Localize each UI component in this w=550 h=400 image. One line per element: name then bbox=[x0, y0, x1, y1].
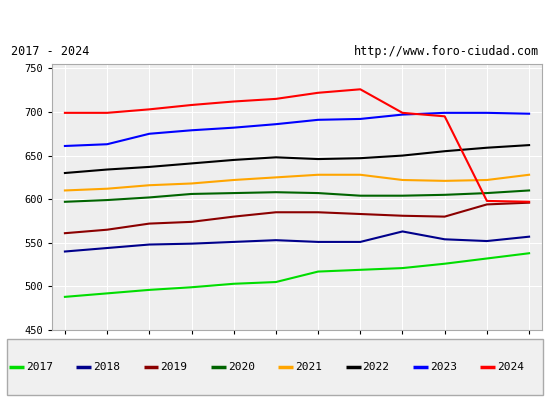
Text: 2019: 2019 bbox=[161, 362, 188, 372]
Text: 2022: 2022 bbox=[362, 362, 389, 372]
Text: 2017 - 2024: 2017 - 2024 bbox=[11, 45, 89, 58]
FancyBboxPatch shape bbox=[7, 339, 543, 395]
Text: 2017: 2017 bbox=[26, 362, 53, 372]
Text: 2021: 2021 bbox=[295, 362, 322, 372]
Text: http://www.foro-ciudad.com: http://www.foro-ciudad.com bbox=[354, 45, 539, 58]
Text: Evolucion num de emigrantes en Calafell: Evolucion num de emigrantes en Calafell bbox=[80, 12, 470, 30]
Text: 2020: 2020 bbox=[228, 362, 255, 372]
Text: 2023: 2023 bbox=[430, 362, 457, 372]
Text: 2024: 2024 bbox=[497, 362, 524, 372]
Text: 2018: 2018 bbox=[93, 362, 120, 372]
